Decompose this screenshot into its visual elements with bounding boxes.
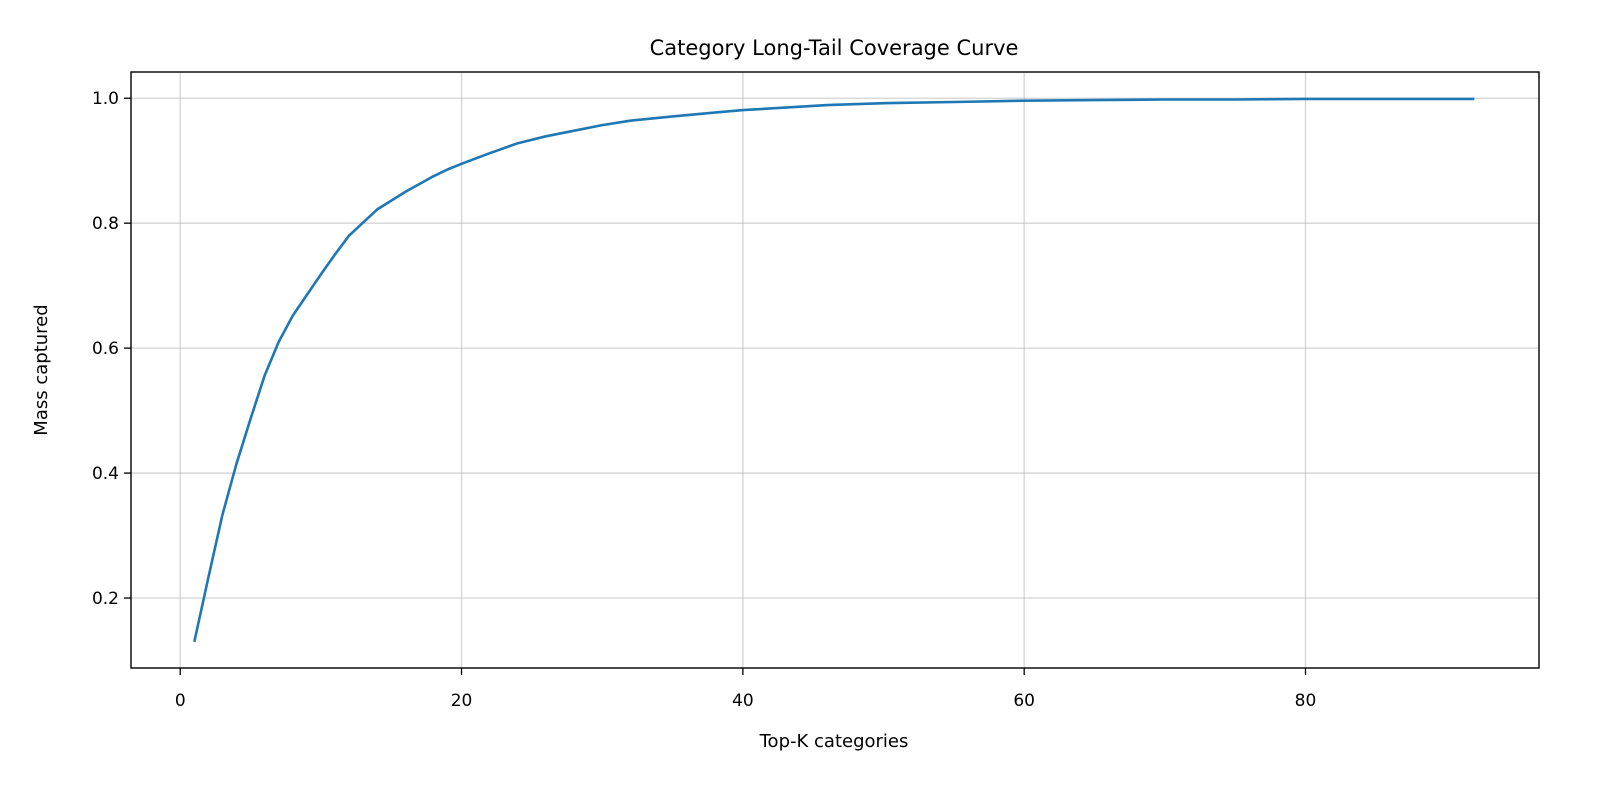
y-axis-label: Mass captured [31,304,52,435]
series-layer [193,97,1475,643]
plot-frame [130,71,1540,669]
y-axis-ticks: 0.2 0.4 0.6 0.8 1.0 [92,89,131,609]
y-tick-label: 0.4 [92,464,119,484]
y-tick-label: 0.2 [92,589,119,609]
x-axis-label: Top-K categories [759,731,909,752]
coverage-series-line [193,97,1475,643]
x-tick-label: 80 [1295,691,1317,711]
x-tick-label: 40 [732,691,754,711]
x-tick-label: 0 [175,691,186,711]
y-tick-label: 0.8 [92,214,119,234]
x-axis-ticks: 0 20 40 60 80 [175,668,1317,711]
y-tick-label: 0.6 [92,339,119,359]
chart-title: Category Long-Tail Coverage Curve [650,36,1019,60]
y-tick-label: 1.0 [92,89,119,109]
x-tick-label: 20 [451,691,473,711]
x-tick-label: 60 [1013,691,1035,711]
